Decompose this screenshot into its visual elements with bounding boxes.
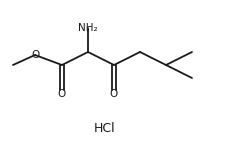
Text: O: O xyxy=(58,89,66,99)
Text: NH₂: NH₂ xyxy=(78,23,98,33)
Text: O: O xyxy=(31,50,39,60)
Text: O: O xyxy=(110,89,118,99)
Text: HCl: HCl xyxy=(94,121,116,134)
